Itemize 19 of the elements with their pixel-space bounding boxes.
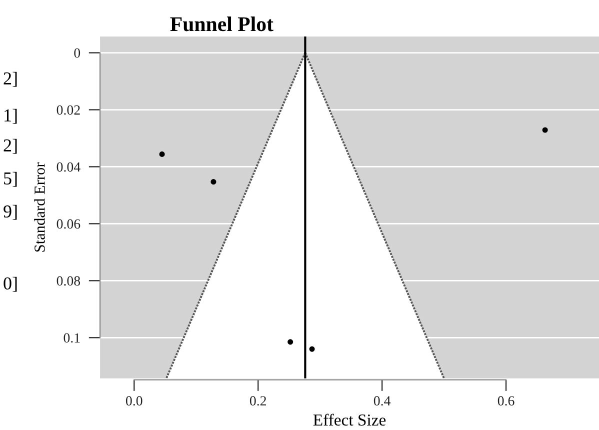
x-axis-title: Effect Size — [313, 414, 386, 426]
text: 1] — [4, 108, 17, 124]
x-tick-label: 0.2 — [250, 396, 266, 406]
text: 2] — [4, 72, 17, 87]
y-tick-label: 0.02 — [56, 105, 80, 115]
chart-title: Funnel Plot — [170, 16, 274, 32]
x-tick-label: 0.4 — [374, 396, 391, 406]
y-tick-label: 0 — [74, 48, 80, 58]
text: 2] — [4, 138, 17, 154]
text: 5] — [4, 172, 17, 187]
x-tick-label: 0.6 — [498, 396, 514, 406]
text: 0] — [4, 276, 17, 292]
y-tick-label: 0.1 — [64, 333, 80, 343]
x-tick-label: 0.0 — [126, 396, 142, 406]
y-tick-label: 0.04 — [56, 162, 80, 172]
y-tick-label: 0.06 — [56, 219, 80, 229]
y-axis-title: Standard Error — [34, 162, 45, 252]
text: 9] — [4, 204, 17, 220]
y-tick-label: 0.08 — [56, 276, 80, 286]
